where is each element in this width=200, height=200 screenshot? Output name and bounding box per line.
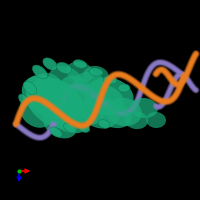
- Ellipse shape: [73, 60, 87, 68]
- Ellipse shape: [103, 76, 117, 84]
- Ellipse shape: [80, 95, 120, 129]
- Ellipse shape: [49, 99, 91, 133]
- Ellipse shape: [56, 62, 72, 74]
- Ellipse shape: [64, 83, 104, 117]
- Ellipse shape: [118, 84, 130, 92]
- Ellipse shape: [89, 68, 103, 76]
- Ellipse shape: [43, 58, 57, 70]
- Ellipse shape: [72, 99, 104, 125]
- Ellipse shape: [20, 96, 52, 128]
- Ellipse shape: [25, 75, 63, 109]
- Ellipse shape: [146, 112, 166, 128]
- Ellipse shape: [98, 120, 110, 128]
- Ellipse shape: [32, 65, 48, 79]
- Ellipse shape: [22, 76, 66, 116]
- Ellipse shape: [84, 85, 124, 115]
- Ellipse shape: [78, 124, 90, 132]
- Ellipse shape: [60, 75, 92, 101]
- Ellipse shape: [26, 79, 86, 129]
- Ellipse shape: [130, 98, 158, 118]
- Ellipse shape: [45, 99, 75, 125]
- Ellipse shape: [49, 66, 83, 94]
- Ellipse shape: [19, 94, 29, 106]
- Ellipse shape: [86, 78, 134, 114]
- Ellipse shape: [100, 104, 132, 128]
- Ellipse shape: [23, 81, 37, 95]
- Ellipse shape: [124, 111, 148, 129]
- Ellipse shape: [64, 123, 76, 133]
- Ellipse shape: [66, 62, 94, 82]
- Ellipse shape: [43, 110, 77, 138]
- Ellipse shape: [74, 72, 106, 96]
- Ellipse shape: [106, 98, 142, 126]
- Ellipse shape: [83, 66, 109, 86]
- Ellipse shape: [50, 127, 62, 137]
- Ellipse shape: [37, 73, 63, 95]
- Ellipse shape: [30, 78, 82, 122]
